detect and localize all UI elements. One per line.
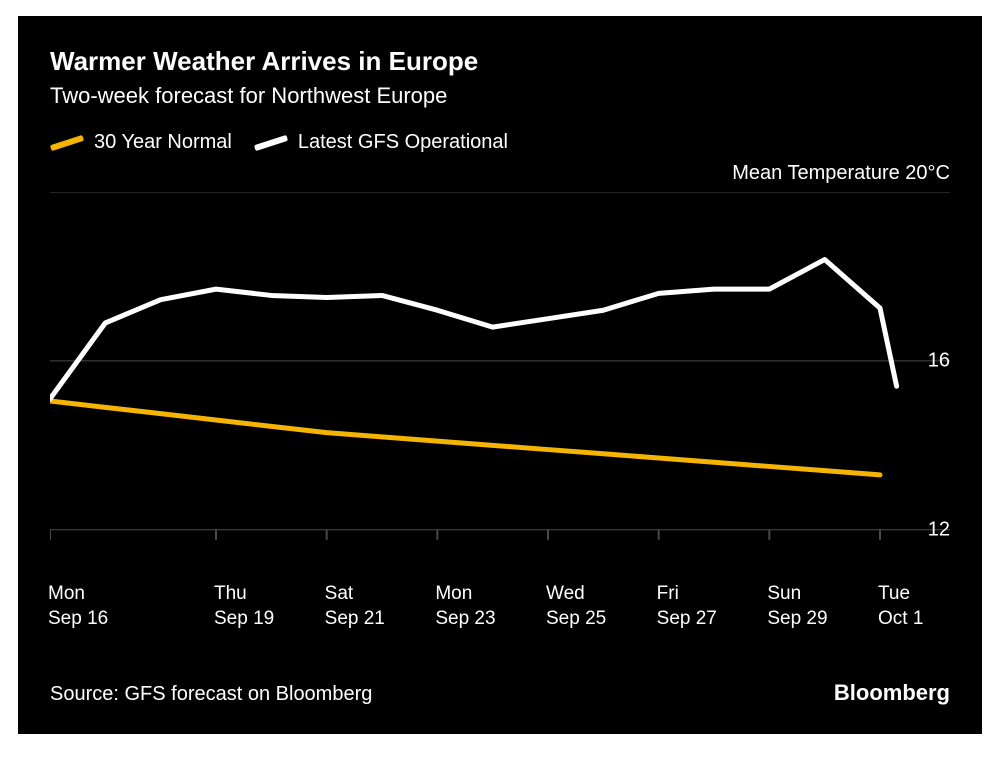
y-tick-label: 16 (928, 349, 950, 372)
legend-item-30yr: 30 Year Normal (50, 131, 232, 154)
chart-card: Warmer Weather Arrives in Europe Two-wee… (18, 16, 982, 734)
legend-swatch-gfs (254, 134, 288, 150)
legend-label: 30 Year Normal (94, 131, 232, 154)
x-tick-label: SatSep 21 (325, 582, 385, 631)
series-line (50, 401, 880, 475)
legend: 30 Year Normal Latest GFS Operational (50, 131, 950, 154)
series-line (50, 260, 880, 399)
legend-swatch-30yr (50, 134, 84, 150)
x-tick-label: ThuSep 19 (214, 582, 274, 631)
x-tick-label: TueOct 1 (878, 582, 923, 631)
legend-label: Latest GFS Operational (298, 131, 508, 154)
chart-area: Mean Temperature 20°C 16 12 MonSep 16 ThuSe… (50, 162, 950, 632)
line-chart-svg (50, 192, 950, 572)
x-tick-label: WedSep 25 (546, 582, 606, 631)
chart-footer: Source: GFS forecast on Bloomberg Bloomb… (50, 680, 950, 706)
chart-title: Warmer Weather Arrives in Europe (50, 46, 950, 77)
x-tick-label: SunSep 29 (767, 582, 827, 631)
chart-subtitle: Two-week forecast for Northwest Europe (50, 83, 950, 109)
y-axis-top-label: Mean Temperature 20°C (732, 162, 950, 185)
x-tick-label: MonSep 23 (435, 582, 495, 631)
brand-text: Bloomberg (834, 680, 950, 706)
x-tick-label: MonSep 16 (48, 582, 108, 631)
x-tick-label: FriSep 27 (657, 582, 717, 631)
legend-item-gfs: Latest GFS Operational (254, 131, 508, 154)
y-tick-label: 12 (928, 518, 950, 541)
source-text: Source: GFS forecast on Bloomberg (50, 683, 372, 706)
